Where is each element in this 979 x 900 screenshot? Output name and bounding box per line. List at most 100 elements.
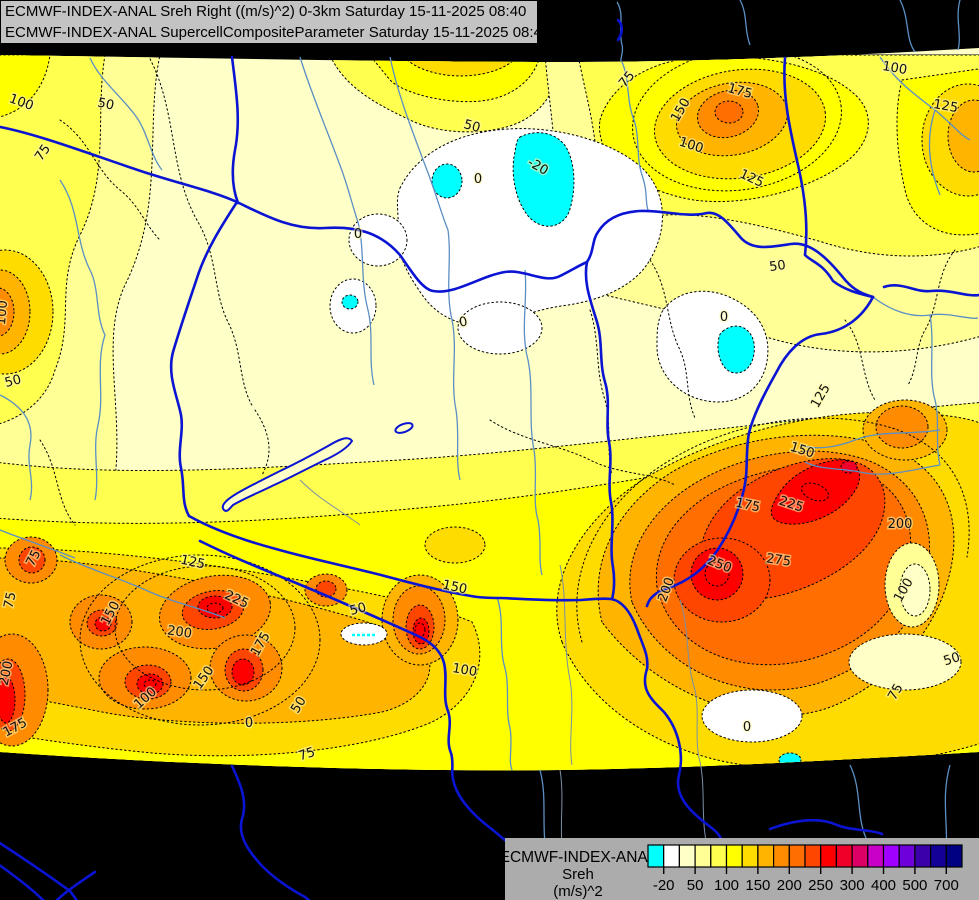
legend-units: (m/s)^2 <box>553 883 603 900</box>
contour-label: 150 <box>441 578 468 598</box>
contour-line <box>114 565 296 691</box>
title-bar: ECMWF-INDEX-ANAL Sreh Right ((m/s)^2) 0-… <box>0 0 550 44</box>
legend-swatch <box>804 844 822 868</box>
river-line <box>899 0 916 53</box>
river-line <box>357 221 375 386</box>
river-line <box>799 429 941 449</box>
legend-swatch <box>725 844 743 868</box>
field-region <box>848 633 962 691</box>
contour-label: 0 <box>474 172 482 187</box>
contour-label: 100 <box>881 59 908 78</box>
contour-label: 100 <box>451 661 478 680</box>
title-bar-background <box>0 0 538 44</box>
legend-swatch <box>678 844 696 868</box>
border-line <box>187 514 649 671</box>
field-region <box>717 325 755 374</box>
contour-label: 50 <box>3 372 23 391</box>
contour-line <box>576 417 970 643</box>
legend-swatch <box>914 844 932 868</box>
contour-label: 50 <box>768 258 786 275</box>
contour-label: 175 <box>734 496 761 516</box>
field-region <box>512 132 575 227</box>
contour-line <box>143 679 157 689</box>
legend-swatch <box>851 844 869 868</box>
contour-line <box>649 259 696 419</box>
contour-label: 50 <box>96 96 115 114</box>
legend-swatch <box>647 844 665 868</box>
legend-swatch <box>741 844 759 868</box>
contour-line <box>59 119 161 241</box>
title-line-1: ECMWF-INDEX-ANAL Sreh Right ((m/s)^2) 0-… <box>5 3 526 20</box>
river-line <box>849 764 867 839</box>
river-line <box>447 229 461 481</box>
river-line <box>59 179 106 501</box>
field-region <box>0 676 16 724</box>
river-line <box>957 0 961 51</box>
region-line <box>679 599 701 763</box>
legend-swatch <box>772 844 790 868</box>
field-region <box>424 526 486 564</box>
field-region <box>18 546 46 574</box>
legend-title: ECMWF-INDEX-ANAL <box>500 849 657 866</box>
contour-label: 75 <box>297 745 317 764</box>
legend-swatch <box>663 844 681 868</box>
contour-field-layer <box>0 48 979 771</box>
river-line <box>621 61 649 211</box>
border-line <box>0 863 45 900</box>
river-line <box>0 394 33 501</box>
field-region <box>348 213 408 267</box>
contour-line <box>589 309 613 476</box>
contour-label: 0 <box>245 716 253 731</box>
legend-parameter: Sreh <box>562 866 594 883</box>
river-line <box>89 57 163 171</box>
legend-tick-label: 100 <box>714 877 739 894</box>
border-line <box>882 284 979 297</box>
region-line <box>559 564 573 766</box>
lake-velence <box>394 422 414 434</box>
river-line <box>59 554 226 619</box>
field-region <box>899 563 931 617</box>
field-region <box>94 616 112 632</box>
border-line <box>643 667 723 841</box>
border-line <box>230 764 311 900</box>
field-region <box>656 290 769 403</box>
border-line <box>783 56 875 299</box>
legend: ECMWF-INDEX-ANAL Sreh (m/s)^2 -20 50 100 15… <box>500 838 979 900</box>
legend-swatch <box>929 844 947 868</box>
field-region <box>412 617 430 645</box>
region-line <box>299 479 361 526</box>
river-line <box>929 314 941 466</box>
legend-tick-label: 50 <box>687 877 704 894</box>
border-line <box>616 18 624 42</box>
legend-swatch <box>710 844 728 868</box>
legend-swatch <box>820 844 838 868</box>
legend-swatch <box>757 844 775 868</box>
legend-swatch <box>867 844 885 868</box>
contour-line <box>254 409 270 476</box>
legend-swatch <box>898 844 916 868</box>
contour-line <box>489 419 676 486</box>
contour-line <box>39 439 76 526</box>
legend-tick-label: 150 <box>745 877 770 894</box>
legend-swatches <box>647 844 963 868</box>
legend-tick-label: 250 <box>808 877 833 894</box>
contour-label: 50 <box>942 650 962 669</box>
border-line <box>230 55 240 205</box>
contour-line <box>704 561 730 587</box>
river-line <box>616 1 624 63</box>
river-line <box>928 109 941 196</box>
contour-line <box>147 54 254 408</box>
river-line <box>389 56 449 231</box>
legend-tick-label: 700 <box>934 877 959 894</box>
border-line <box>55 870 97 900</box>
contour-line <box>632 48 842 192</box>
field-region <box>770 459 861 525</box>
legend-tick-label: 400 <box>871 877 896 894</box>
field-region <box>690 547 744 601</box>
legend-tick-labels: -20 50 100 150 200 250 300 400 500 700 <box>653 867 959 894</box>
contour-label: 0 <box>354 227 362 242</box>
contour-line <box>206 602 224 614</box>
